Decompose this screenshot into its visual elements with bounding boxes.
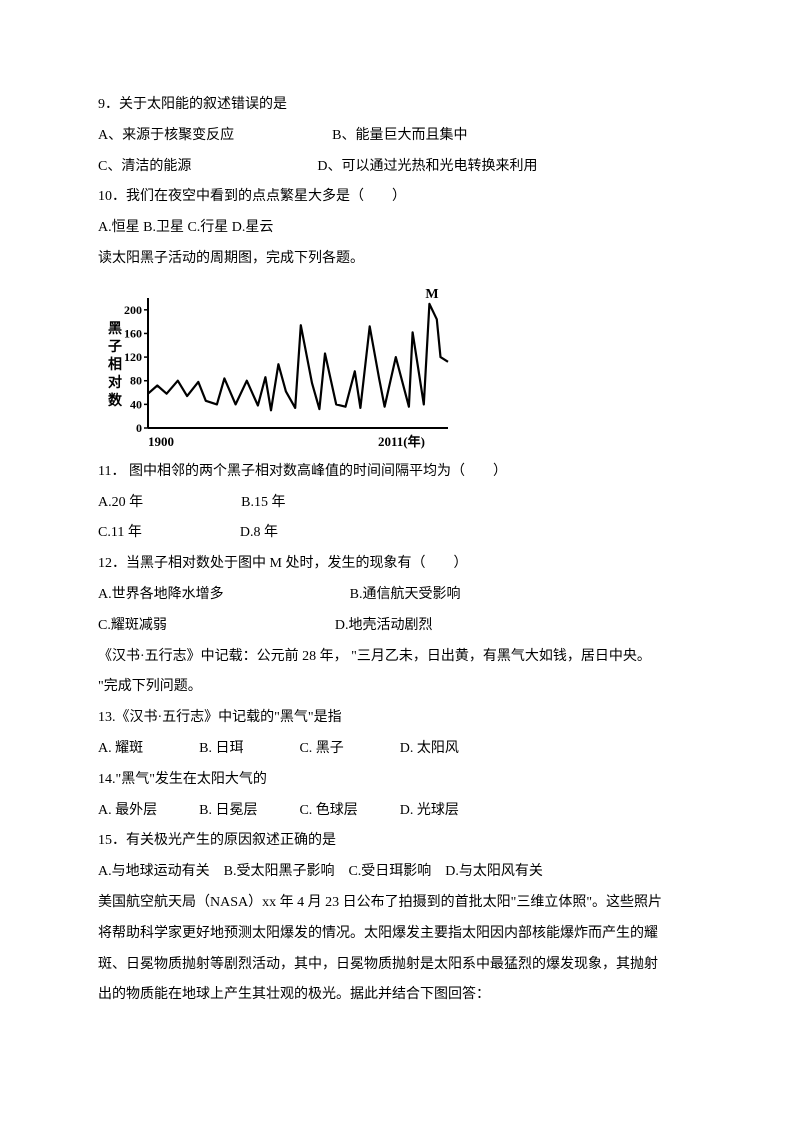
svg-text:160: 160 (124, 326, 142, 340)
svg-text:黑: 黑 (108, 321, 122, 337)
svg-text:120: 120 (124, 350, 142, 364)
q12-row-cd: C.耀斑减弱 D.地壳活动剧烈 (98, 611, 702, 642)
svg-text:对: 对 (108, 374, 122, 391)
intro1: 读太阳黑子活动的周期图，完成下列各题。 (98, 244, 702, 275)
q15-opts: A.与地球运动有关 B.受太阳黑子影响 C.受日珥影响 D.与太阳风有关 (98, 857, 702, 888)
q11-c: C.11 年 (98, 525, 142, 540)
sunspot-chart: 200 160 120 80 40 0 黑子相对数 1900 2011(年) M (98, 283, 702, 453)
intro2a: 《汉书·五行志》中记载：公元前 28 年， "三月乙未，日出黄，有黑气大如钱，居… (98, 642, 702, 673)
svg-text:80: 80 (130, 374, 142, 388)
q14-opts: A. 最外层 B. 日冕层 C. 色球层 D. 光球层 (98, 796, 702, 827)
q11-d: D.8 年 (240, 525, 278, 540)
q13-stem: 13.《汉书·五行志》中记载的"黑气"是指 (98, 703, 702, 734)
q12-b: B.通信航天受影响 (350, 587, 461, 602)
q15-stem: 15．有关极光产生的原因叙述正确的是 (98, 826, 702, 857)
chart-svg: 200 160 120 80 40 0 黑子相对数 1900 2011(年) M (98, 283, 458, 453)
q13-opts: A. 耀斑 B. 日珥 C. 黑子 D. 太阳风 (98, 734, 702, 765)
q12-d: D.地壳活动剧烈 (335, 618, 433, 633)
q9-c: C、清洁的能源 (98, 159, 191, 174)
q9-row-cd: C、清洁的能源 D、可以通过光热和光电转换来利用 (98, 152, 702, 183)
q11-stem: 11． 图中相邻的两个黑子相对数高峰值的时间间隔平均为（ ） (98, 457, 702, 488)
q9-stem: 9．关于太阳能的叙述错误的是 (98, 90, 702, 121)
svg-text:数: 数 (108, 392, 123, 409)
q10-stem: 10．我们在夜空中看到的点点繁星大多是（ ） (98, 182, 702, 213)
svg-text:相: 相 (108, 356, 122, 373)
q11-row-ab: A.20 年 B.15 年 (98, 488, 702, 519)
svg-text:子: 子 (108, 339, 122, 355)
q9-b: B、能量巨大而且集中 (332, 128, 467, 143)
intro3a: 美国航空航天局（NASA）xx 年 4 月 23 日公布了拍摄到的首批太阳"三维… (98, 888, 702, 919)
q11-a: A.20 年 (98, 495, 143, 510)
q12-a: A.世界各地降水增多 (98, 587, 224, 602)
svg-text:200: 200 (124, 303, 142, 317)
q9-row-ab: A、来源于核聚变反应 B、能量巨大而且集中 (98, 121, 702, 152)
intro3c: 斑、日冕物质抛射等剧烈活动，其中，日冕物质抛射是太阳系中最猛烈的爆发现象，其抛射 (98, 950, 702, 981)
q10-opts: A.恒星 B.卫星 C.行星 D.星云 (98, 213, 702, 244)
intro2b: "完成下列问题。 (98, 672, 702, 703)
svg-text:M: M (425, 287, 438, 302)
intro3d: 出的物质能在地球上产生其壮观的极光。据此并结合下图回答： (98, 980, 702, 1011)
svg-text:40: 40 (130, 397, 142, 411)
svg-text:1900: 1900 (148, 434, 174, 449)
exam-page: 9．关于太阳能的叙述错误的是 A、来源于核聚变反应 B、能量巨大而且集中 C、清… (0, 0, 800, 1051)
svg-text:2011(年): 2011(年) (378, 434, 425, 449)
q11-row-cd: C.11 年 D.8 年 (98, 518, 702, 549)
q14-stem: 14."黑气"发生在太阳大气的 (98, 765, 702, 796)
q12-c: C.耀斑减弱 (98, 618, 167, 633)
q9-a: A、来源于核聚变反应 (98, 128, 234, 143)
svg-text:0: 0 (136, 421, 142, 435)
q11-b: B.15 年 (241, 495, 285, 510)
q12-row-ab: A.世界各地降水增多 B.通信航天受影响 (98, 580, 702, 611)
q9-d: D、可以通过光热和光电转换来利用 (317, 159, 537, 174)
q12-stem: 12．当黑子相对数处于图中 M 处时，发生的现象有（ ） (98, 549, 702, 580)
intro3b: 将帮助科学家更好地预测太阳爆发的情况。太阳爆发主要指太阳因内部核能爆炸而产生的耀 (98, 919, 702, 950)
